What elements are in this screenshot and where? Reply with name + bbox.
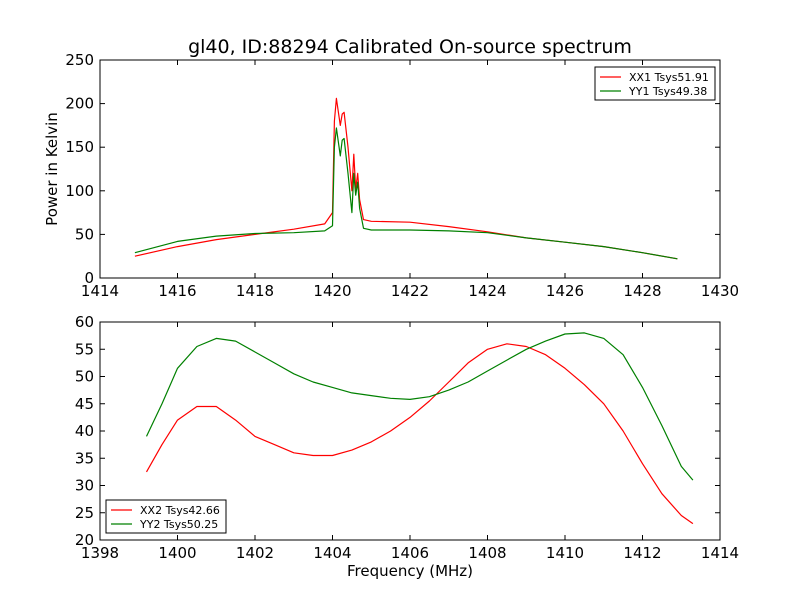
top-legend-label-1: XX1 Tsys51.91 [629,71,709,84]
bottom-plot-area: 1398 1400 1402 1404 1406 1408 1410 1412 1414 20 25… [75,313,739,562]
top-legend-label-2: YY1 Tsys49.38 [628,85,707,98]
top-x-tick-label: 1414 [81,282,119,300]
bottom-y-tick-label: 20 [75,531,94,549]
bottom-x-tick-label: 1398 [81,544,119,562]
bottom-y-tick-label: 40 [75,422,94,440]
top-x-tick-label: 1416 [158,282,196,300]
top-x-tick-label: 1426 [546,282,584,300]
top-x-tick-label: 1418 [236,282,274,300]
top-series-line-2 [134,127,678,260]
bottom-legend-box [105,499,227,534]
top-legend-box [594,66,716,101]
bottom-x-tick-label: 1406 [391,544,429,562]
top-y-axis-title: Power in Kelvin [43,112,61,226]
bottom-legend-label-2: YY2 Tsys50.25 [139,518,218,531]
bottom-series-line-1 [145,343,694,525]
bottom-x-tick-label: 1414 [701,544,739,562]
top-y-tick-label: 250 [65,51,94,69]
bottom-x-tick-label: 1410 [546,544,584,562]
bottom-y-tick-label: 45 [75,395,94,413]
bottom-y-tick-label: 50 [75,368,94,386]
bottom-legend-label-1: XX2 Tsys42.66 [140,504,220,517]
bottom-x-axis-title: Frequency (MHz) [347,562,473,580]
top-plot-area: 1414 1416 1418 1420 1422 1424 1426 1428 1430 0 50 1… [65,51,739,300]
bottom-x-tick-label: 1400 [158,544,196,562]
top-x-tick-label: 1422 [391,282,429,300]
bottom-series-line-2 [145,332,694,481]
bottom-x-tick-label: 1402 [236,544,274,562]
bottom-x-tick-label: 1408 [468,544,506,562]
bottom-y-tick-label: 25 [75,504,94,522]
top-y-tick-label: 50 [75,225,94,243]
bottom-x-tick-label: 1412 [623,544,661,562]
top-y-tick-label: 150 [65,138,94,156]
top-x-tick-label: 1424 [468,282,506,300]
top-x-tick-label: 1420 [313,282,351,300]
bottom-x-tick-label: 1404 [313,544,351,562]
bottom-y-tick-label: 30 [75,477,94,495]
bottom-y-tick-label: 55 [75,340,94,358]
top-x-tick-label: 1430 [701,282,739,300]
top-x-tick-label: 1428 [623,282,661,300]
bottom-y-tick-label: 60 [75,313,94,331]
top-y-tick-label: 100 [65,182,94,200]
top-y-tick-label: 0 [84,269,94,287]
top-y-tick-label: 200 [65,95,94,113]
bottom-y-tick-label: 35 [75,449,94,467]
chart-title: gl40, ID:88294 Calibrated On-source spec… [188,36,632,58]
